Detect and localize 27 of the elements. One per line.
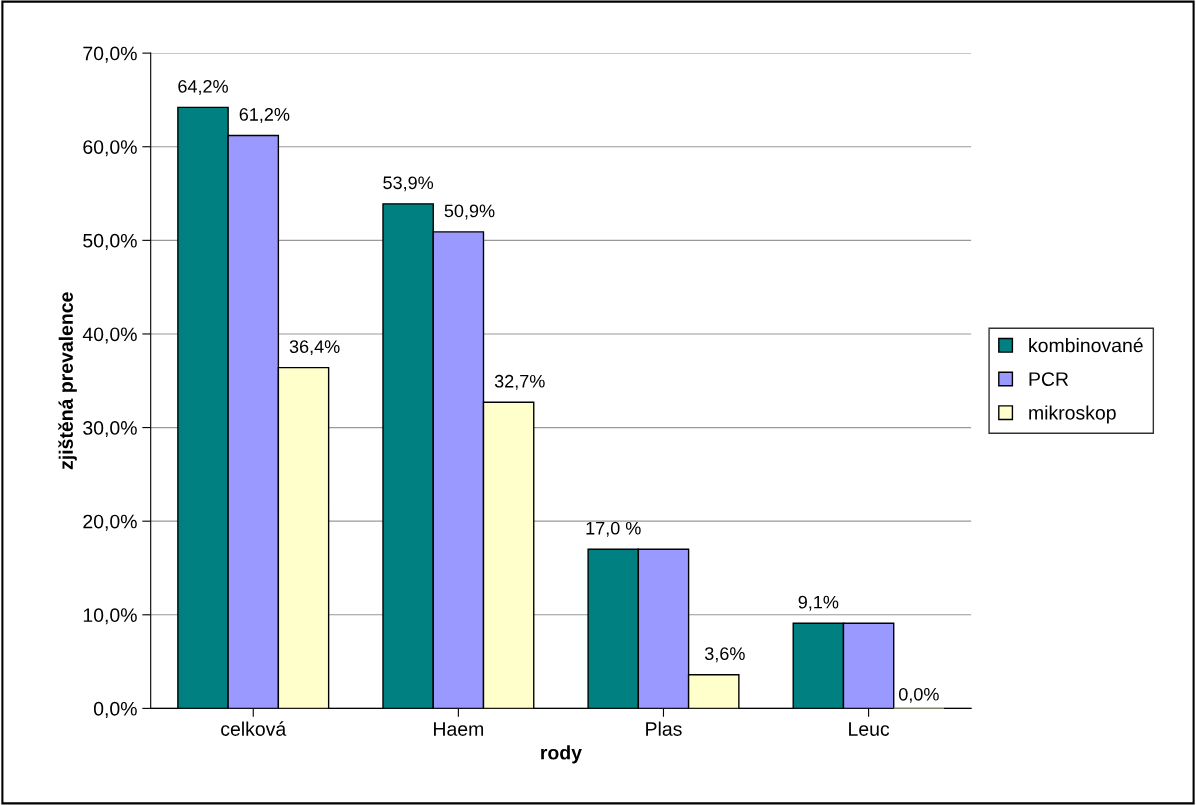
- x-tick-label: Plas: [646, 721, 682, 736]
- x-axis-title: rody: [541, 745, 582, 764]
- x-tick-label: Haem: [434, 722, 484, 736]
- legend-label: PCR: [1029, 372, 1069, 386]
- data-label: 53,9%: [383, 176, 434, 192]
- x-tick-label: Leuc: [849, 722, 890, 736]
- y-tick-label: 40,0%: [82, 327, 137, 344]
- y-tick-label: 10,0%: [83, 608, 137, 625]
- y-tick-label: 50,0%: [83, 233, 137, 250]
- data-label: 64,2%: [178, 79, 228, 95]
- y-axis-title: zjištěná prevalence: [58, 292, 77, 470]
- legend-label: kombinované: [1029, 337, 1143, 353]
- y-tick-label: 20,0%: [83, 514, 137, 531]
- y-tick-label: 60,0%: [83, 140, 137, 157]
- x-tick-label: celková: [221, 721, 287, 736]
- data-label: 9,1%: [798, 595, 839, 611]
- data-label: 0,0%: [898, 687, 939, 703]
- data-label: 32,7%: [494, 374, 545, 390]
- legend-label: mikroskop: [1029, 405, 1116, 424]
- data-label: 36,4%: [289, 340, 340, 356]
- y-tick-label: 0,0%: [93, 701, 137, 718]
- data-label: 61,2%: [239, 108, 290, 123]
- data-label: 50,9%: [444, 204, 495, 220]
- data-label: 17,0 %: [586, 521, 641, 537]
- y-tick-label: 30,0%: [83, 421, 137, 438]
- data-label: 3,6%: [704, 647, 745, 663]
- y-tick-label: 70,0%: [83, 46, 137, 63]
